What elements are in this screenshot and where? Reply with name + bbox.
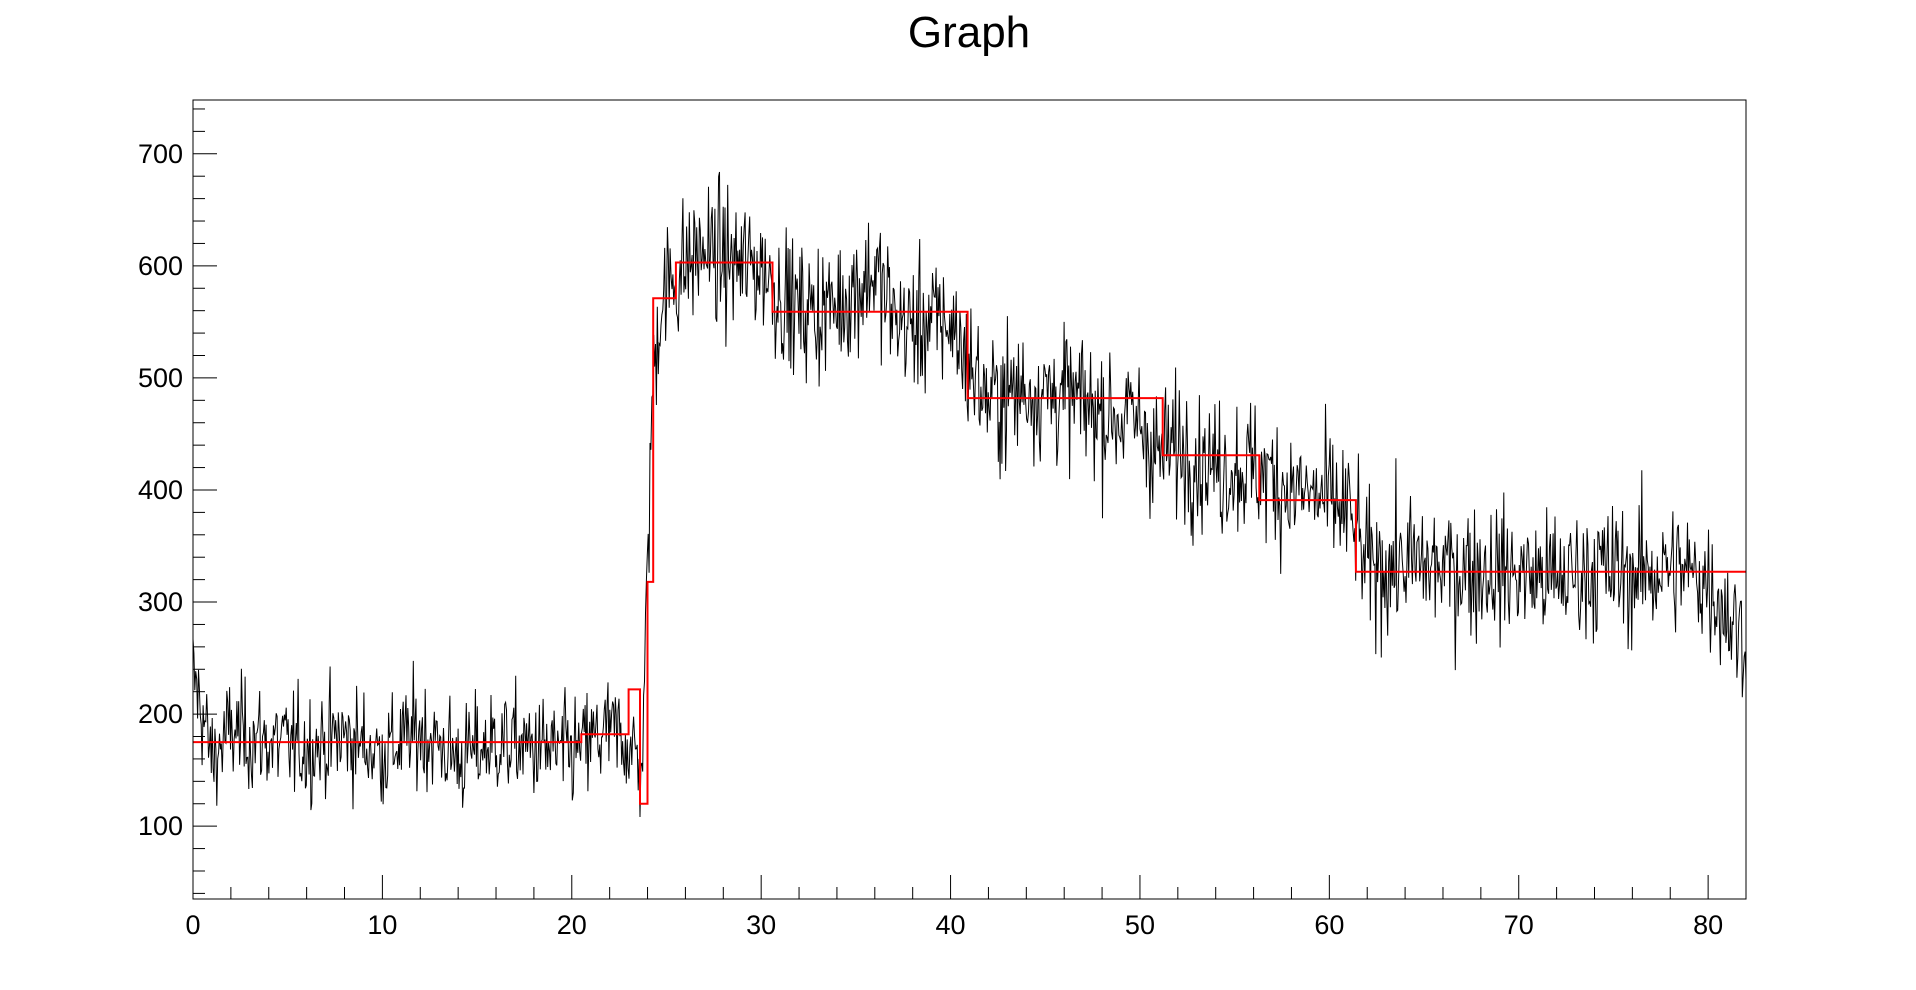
series-data-line <box>193 171 1746 818</box>
y-tick-label: 500 <box>138 363 183 393</box>
y-tick-label: 600 <box>138 251 183 281</box>
x-tick-label: 80 <box>1693 910 1723 940</box>
x-tick-label: 70 <box>1504 910 1534 940</box>
y-tick-label: 400 <box>138 475 183 505</box>
x-tick-label: 10 <box>367 910 397 940</box>
y-tick-label: 300 <box>138 587 183 617</box>
axes: 0 10 20 30 40 50 60 70 80 100 200 300 400 500 600 700 <box>138 99 1747 940</box>
x-tick-label: 20 <box>557 910 587 940</box>
plot-area <box>193 171 1746 818</box>
x-tick-label: 60 <box>1314 910 1344 940</box>
x-tick-label: 0 <box>185 910 200 940</box>
x-tick-label: 40 <box>936 910 966 940</box>
chart-title: Graph <box>908 8 1030 57</box>
y-tick-label: 100 <box>138 811 183 841</box>
x-tick-label: 30 <box>746 910 776 940</box>
y-tick-label: 700 <box>138 139 183 169</box>
y-tick-label: 200 <box>138 699 183 729</box>
series-fit-step-line <box>193 261 1746 805</box>
plot-frame <box>192 99 1747 900</box>
x-tick-label: 50 <box>1125 910 1155 940</box>
